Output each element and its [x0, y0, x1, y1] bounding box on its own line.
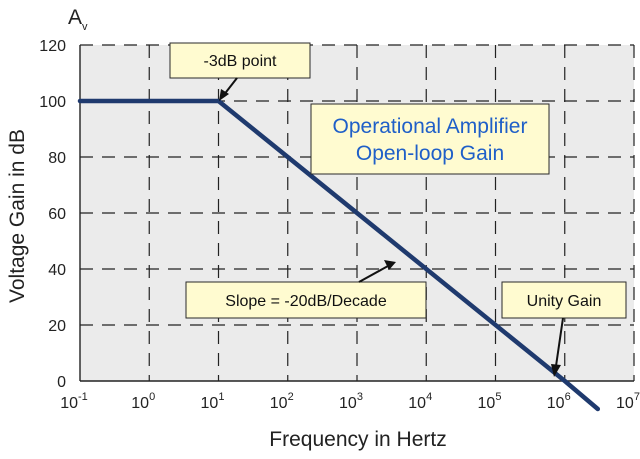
title-box: Operational Amplifier Open-loop Gain — [310, 103, 550, 175]
y-tick-label: 100 — [39, 94, 66, 111]
y-tick-label: 60 — [48, 206, 66, 223]
annotation-slope-text: Slope = -20dB/Decade — [225, 293, 387, 310]
annotation-3db-arrowhead — [219, 89, 229, 101]
annotation-unity-text: Unity Gain — [527, 293, 602, 310]
annotation-unity: Unity Gain — [501, 281, 627, 377]
y-symbol-sub: v — [82, 21, 88, 33]
x-tick-label: 10-1 — [60, 391, 88, 412]
title-box-line-2: Open-loop Gain — [356, 142, 504, 165]
y-tick-label: 40 — [48, 262, 66, 279]
x-tick-label: 100 — [131, 391, 155, 412]
y-symbol: Av — [68, 6, 88, 33]
x-tick-label: 103 — [339, 391, 363, 412]
x-tick-label: 107 — [616, 391, 640, 412]
open-loop-gain-line — [77, 98, 601, 412]
x-tick-label: 106 — [547, 391, 571, 412]
annotation-unity-arrowhead — [551, 364, 561, 377]
annotation-slope-box — [185, 281, 427, 319]
x-tick-label: 104 — [408, 391, 432, 412]
x-tick-labels: 10-1 100 101 102 103 104 105 106 107 — [60, 391, 640, 412]
annotation-3db: -3dB point — [169, 42, 311, 101]
x-tick-label: 105 — [478, 391, 502, 412]
annotation-slope-arrowhead — [384, 260, 396, 270]
annotation-slope-arrow — [358, 265, 389, 283]
annotation-3db-box — [169, 42, 311, 79]
x-tick-label: 102 — [270, 391, 294, 412]
x-tick-label: 101 — [201, 391, 225, 412]
x-axis-label: Frequency in Hertz — [269, 428, 446, 451]
title-box-line-1: Operational Amplifier — [333, 115, 528, 138]
annotation-3db-text: -3dB point — [204, 53, 277, 70]
annotation-unity-box — [501, 281, 627, 319]
y-tick-label: 120 — [39, 38, 66, 55]
y-tick-labels: 0 20 40 60 80 100 120 — [39, 38, 66, 391]
annotation-unity-arrow — [555, 317, 564, 367]
y-tick-label: 0 — [57, 374, 66, 391]
series-layer — [77, 98, 601, 412]
title-box-frame — [310, 103, 550, 175]
y-tick-label: 20 — [48, 318, 66, 335]
y-tick-label: 80 — [48, 150, 66, 167]
y-symbol-main: A — [68, 6, 82, 29]
annotation-slope: Slope = -20dB/Decade — [185, 260, 427, 319]
y-axis-label: Voltage Gain in dB — [6, 129, 29, 303]
